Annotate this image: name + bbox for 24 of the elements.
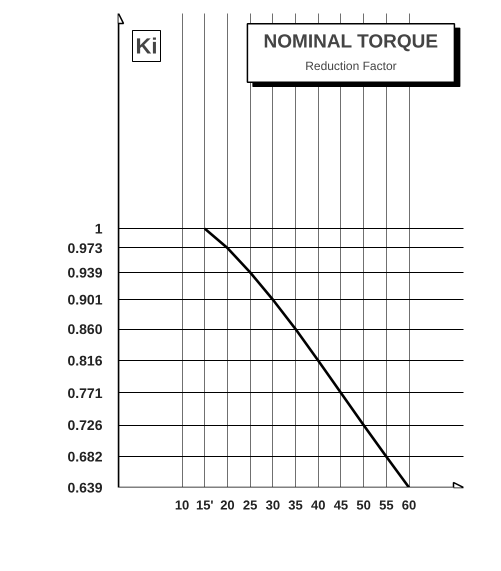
x-tick-label: 35 (288, 498, 303, 512)
y-tick-label: 0.771 (67, 384, 103, 401)
y-tick-label: 0.682 (67, 448, 103, 465)
y-tick-label: 1 (94, 220, 103, 237)
x-tick-label: 30 (266, 498, 280, 512)
y-tick-label: 0.639 (67, 480, 103, 496)
y-tick-label: 0.726 (67, 417, 103, 434)
y-tick-label: 0.816 (67, 352, 103, 369)
text: Reduction Factor (305, 59, 397, 74)
y-axis-title: Ki (136, 34, 158, 58)
x-tick-label: 15' (196, 498, 214, 512)
y-tick-label: 0.973 (67, 240, 103, 256)
x-tick-label: 25 (242, 498, 258, 512)
y-tick-label: 0.860 (67, 321, 103, 338)
x-tick-label: 10 (174, 498, 190, 512)
text: NOMINAL TORQUE (263, 31, 438, 52)
x-tick-label: 60 (402, 498, 416, 512)
x-tick-label: 20 (220, 498, 235, 512)
x-tick-label: 50 (356, 498, 371, 512)
y-tick-label: 0.901 (67, 292, 103, 308)
y-tick-label: 0.939 (67, 264, 103, 280)
x-tick-label: 55 (379, 498, 394, 512)
x-tick-label: 40 (311, 498, 326, 512)
x-tick-label: 45 (334, 498, 348, 512)
